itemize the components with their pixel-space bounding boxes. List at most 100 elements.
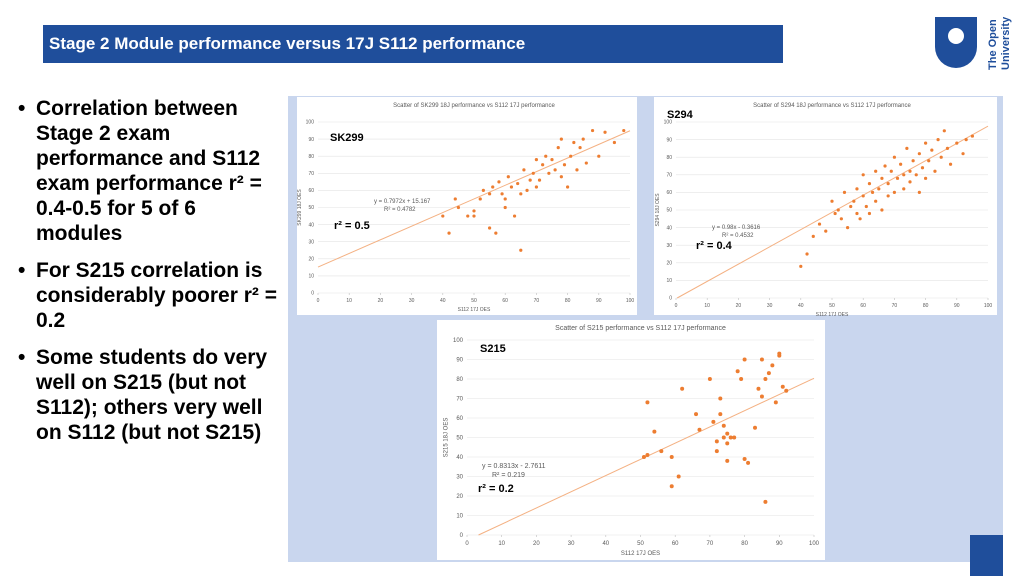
r2-note: r² = 0.4: [696, 240, 733, 252]
x-tick-label: 90: [596, 298, 602, 304]
scatter-point: [756, 386, 761, 391]
y-tick-label: 70: [456, 397, 463, 403]
scatter-point: [559, 137, 563, 141]
y-tick-label: 50: [666, 208, 672, 214]
scatter-point: [855, 211, 859, 216]
scatter-point: [759, 357, 764, 362]
scatter-point: [694, 412, 699, 417]
x-tick-label: 50: [829, 303, 835, 309]
scatter-point: [945, 146, 950, 150]
x-tick-label: 0: [465, 541, 469, 547]
scatter-point: [880, 208, 884, 212]
scatter-point: [964, 138, 968, 142]
x-tick-label: 100: [984, 303, 993, 309]
scatter-point: [488, 192, 492, 196]
chart-box: [437, 320, 825, 560]
scatter-point: [472, 214, 476, 218]
scatter-point: [652, 429, 657, 434]
scatter-point: [852, 199, 856, 203]
scatter-point: [503, 197, 507, 201]
x-tick-label: 0: [675, 303, 678, 309]
scatter-point: [899, 162, 903, 166]
scatter-point: [603, 130, 607, 134]
y-tick-label: 10: [456, 514, 463, 520]
scatter-point: [491, 185, 495, 189]
y-tick-label: 90: [666, 137, 672, 143]
scatter-point: [763, 499, 768, 504]
scatter-point: [920, 166, 925, 170]
scatter-point: [680, 386, 685, 391]
scatter-point: [867, 211, 872, 216]
x-tick-label: 90: [954, 303, 960, 309]
scatter-point: [528, 178, 532, 182]
x-tick-label: 30: [409, 298, 415, 304]
trend-equation: y = 0.8313x - 2.7611: [482, 463, 546, 470]
scatter-point: [453, 197, 457, 201]
trend-equation: y = 0.98x - 0.3616: [712, 225, 761, 231]
scatter-point: [742, 456, 747, 461]
x-tick-label: 70: [707, 541, 714, 547]
scatter-point: [739, 377, 744, 381]
scatter-point: [575, 168, 579, 172]
y-tick-label: 50: [456, 436, 463, 442]
trendline: [676, 125, 989, 299]
scatter-point: [541, 163, 545, 167]
x-tick-label: 100: [626, 298, 635, 304]
x-axis-label: S112 17J OES: [458, 307, 491, 313]
y-tick-label: 100: [664, 120, 673, 126]
logo-dot: [948, 28, 964, 44]
scatter-point: [805, 252, 809, 256]
scatter-point: [645, 400, 650, 405]
scatter-point: [895, 176, 900, 180]
y-tick-label: 70: [666, 172, 672, 178]
scatter-point: [753, 425, 758, 430]
scatter-point: [725, 458, 730, 463]
x-tick-label: 60: [672, 541, 679, 547]
scatter-point: [597, 154, 601, 158]
x-tick-label: 70: [892, 303, 898, 309]
scatter-point: [714, 439, 719, 444]
x-tick-label: 20: [378, 298, 384, 304]
y-tick-label: 60: [666, 190, 672, 196]
y-tick-label: 0: [311, 291, 314, 297]
corner-block: [970, 535, 1003, 576]
x-tick-label: 0: [317, 298, 320, 304]
scatter-point: [880, 176, 884, 180]
x-tick-label: 70: [534, 298, 540, 304]
y-tick-label: 20: [666, 260, 672, 266]
scatter-point: [870, 190, 875, 194]
y-tick-label: 20: [308, 256, 314, 262]
trend-equation: y = 0.7972x + 15.167: [374, 199, 431, 205]
scatter-point: [481, 188, 485, 192]
chart-title: Scatter of SK299 18J performance vs S112…: [393, 103, 555, 109]
scatter-point: [759, 394, 764, 399]
scatter-point: [556, 146, 560, 150]
trend-r2: R² = 0.219: [492, 472, 525, 479]
chart-title: Scatter of S294 18J performance vs S112 …: [753, 103, 911, 109]
scatter-point: [456, 205, 460, 210]
scatter-point: [550, 158, 554, 162]
x-tick-label: 30: [568, 541, 575, 547]
scatter-point: [911, 159, 915, 163]
scatter-point: [883, 164, 887, 168]
chart-box: [297, 97, 637, 315]
scatter-point: [824, 229, 828, 233]
scatter-point: [562, 163, 567, 167]
module-label: SK299: [330, 132, 364, 144]
scatter-point: [466, 214, 470, 218]
logo-text: University: [1000, 16, 1012, 70]
scatter-point: [864, 204, 868, 209]
scatter-point: [924, 176, 928, 180]
scatter-point: [892, 155, 897, 159]
scatter-point: [849, 204, 853, 209]
y-tick-label: 80: [308, 154, 314, 160]
chart-title: Scatter of S215 performance vs S112 17J …: [555, 325, 726, 332]
scatter-point: [728, 435, 733, 440]
scatter-point: [874, 199, 878, 203]
scatter-point: [534, 185, 539, 189]
scatter-point: [930, 148, 934, 152]
y-tick-label: 60: [456, 416, 463, 422]
scatter-point: [855, 187, 859, 191]
scatter-point: [766, 371, 771, 376]
